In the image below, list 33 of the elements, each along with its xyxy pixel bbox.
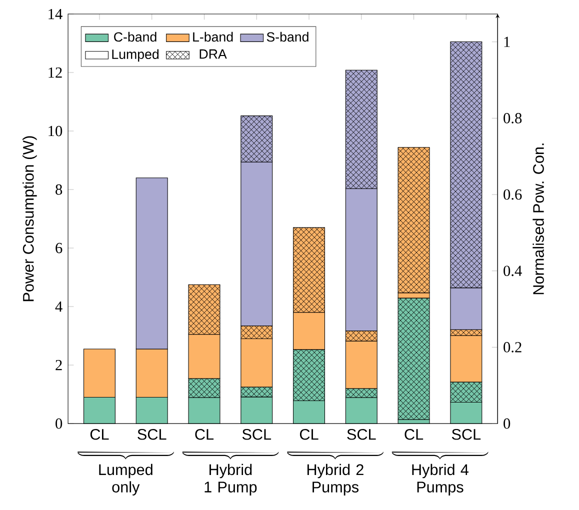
text: Hybrid 1 Pump xyxy=(204,464,257,496)
text: Hybrid 4 Pumps xyxy=(412,464,468,496)
y2-axis-title: Normalised Pow. Con. xyxy=(532,143,544,294)
y-tick-label: 0 xyxy=(56,418,62,429)
y2-tick-label: 1 xyxy=(504,36,510,47)
x-tick-label: CL xyxy=(404,428,424,440)
x-tick-label: SCL xyxy=(138,428,166,440)
y2-tick-label: 0 xyxy=(504,418,510,429)
y-tick-label: 4 xyxy=(55,301,62,312)
y2-tick-label: 0.8 xyxy=(504,112,522,124)
y-axis-title: Power Consumption (W) xyxy=(22,136,37,301)
x-tick-label: CL xyxy=(195,428,214,440)
y-tick-label: 10 xyxy=(48,126,62,136)
y-tick-label: 2 xyxy=(56,360,62,370)
legend-label: S-band xyxy=(266,32,308,42)
y-tick-label: 12 xyxy=(48,67,62,78)
y-tick-label: 14 xyxy=(48,8,62,19)
y2-tick-label: 0.2 xyxy=(504,342,522,352)
y2-tick-label: 0.4 xyxy=(504,266,522,276)
y-tick-label: 6 xyxy=(56,242,62,254)
text: Hybrid 2 Pumps xyxy=(307,464,364,496)
x-tick-label: SCL xyxy=(242,428,272,440)
x-tick-label: SCL xyxy=(347,428,376,440)
x-tick-label: CL xyxy=(90,428,109,440)
annotation: Lumped xyxy=(112,49,159,62)
text: Lumped only xyxy=(99,464,152,496)
x-tick-label: SCL xyxy=(452,428,481,440)
legend-label: L-band xyxy=(193,32,233,42)
y-tick-label: 8 xyxy=(56,184,62,195)
x-tick-label: CL xyxy=(300,428,318,440)
annotation: DRA xyxy=(200,49,227,58)
y2-tick-label: 0.6 xyxy=(504,189,522,200)
legend-label: C-band xyxy=(114,32,156,42)
